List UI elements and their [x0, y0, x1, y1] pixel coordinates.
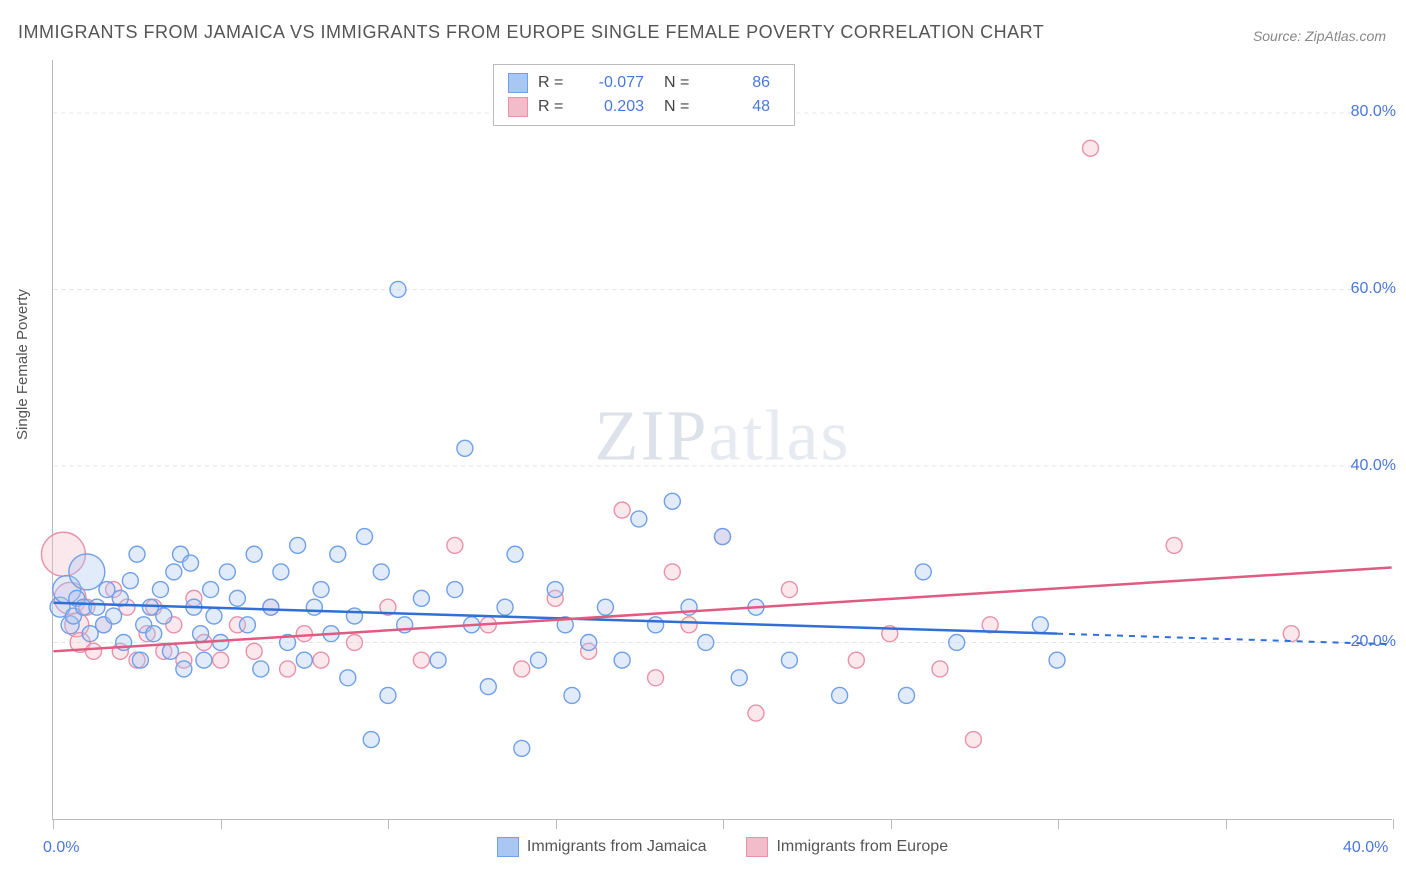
legend-n-label: N =	[664, 74, 700, 92]
legend-row-europe: R = 0.203 N = 48	[508, 95, 780, 119]
y-axis-label: Single Female Poverty	[14, 289, 31, 440]
legend-r-label: R =	[538, 98, 574, 116]
legend-label-jamaica: Immigrants from Jamaica	[527, 838, 707, 856]
y-tick-label: 20.0%	[1351, 633, 1396, 651]
source-label: Source: ZipAtlas.com	[1253, 28, 1386, 44]
chart-title: IMMIGRANTS FROM JAMAICA VS IMMIGRANTS FR…	[18, 22, 1044, 43]
legend-n-jamaica: 86	[710, 74, 780, 92]
swatch-jamaica	[497, 837, 519, 857]
x-minor-tick	[1058, 819, 1059, 829]
scatter-svg	[53, 60, 1392, 819]
legend-n-europe: 48	[710, 98, 780, 116]
x-minor-tick	[388, 819, 389, 829]
chart-container: IMMIGRANTS FROM JAMAICA VS IMMIGRANTS FR…	[0, 0, 1406, 892]
legend-item-jamaica: Immigrants from Jamaica	[497, 837, 707, 857]
y-tick-label: 80.0%	[1351, 103, 1396, 121]
x-minor-tick	[723, 819, 724, 829]
legend-row-jamaica: R = -0.077 N = 86	[508, 71, 780, 95]
swatch-europe	[746, 837, 768, 857]
x-tick-label: 0.0%	[43, 839, 79, 857]
x-minor-tick	[1226, 819, 1227, 829]
swatch-jamaica	[508, 73, 528, 93]
x-tick-label: 40.0%	[1343, 839, 1388, 857]
x-minor-tick	[221, 819, 222, 829]
x-minor-tick	[53, 819, 54, 829]
x-minor-tick	[891, 819, 892, 829]
swatch-europe	[508, 97, 528, 117]
y-tick-label: 40.0%	[1351, 457, 1396, 475]
legend-label-europe: Immigrants from Europe	[776, 838, 948, 856]
legend-correlation: R = -0.077 N = 86 R = 0.203 N = 48	[493, 64, 795, 126]
legend-series: Immigrants from Jamaica Immigrants from …	[53, 837, 1392, 857]
x-minor-tick	[556, 819, 557, 829]
legend-r-europe: 0.203	[584, 98, 654, 116]
legend-r-jamaica: -0.077	[584, 74, 654, 92]
legend-n-label: N =	[664, 98, 700, 116]
legend-item-europe: Immigrants from Europe	[746, 837, 948, 857]
x-minor-tick	[1393, 819, 1394, 829]
plot-area: ZIPatlas R = -0.077 N = 86 R = 0.203 N =…	[52, 60, 1392, 820]
legend-r-label: R =	[538, 74, 574, 92]
y-tick-label: 60.0%	[1351, 280, 1396, 298]
